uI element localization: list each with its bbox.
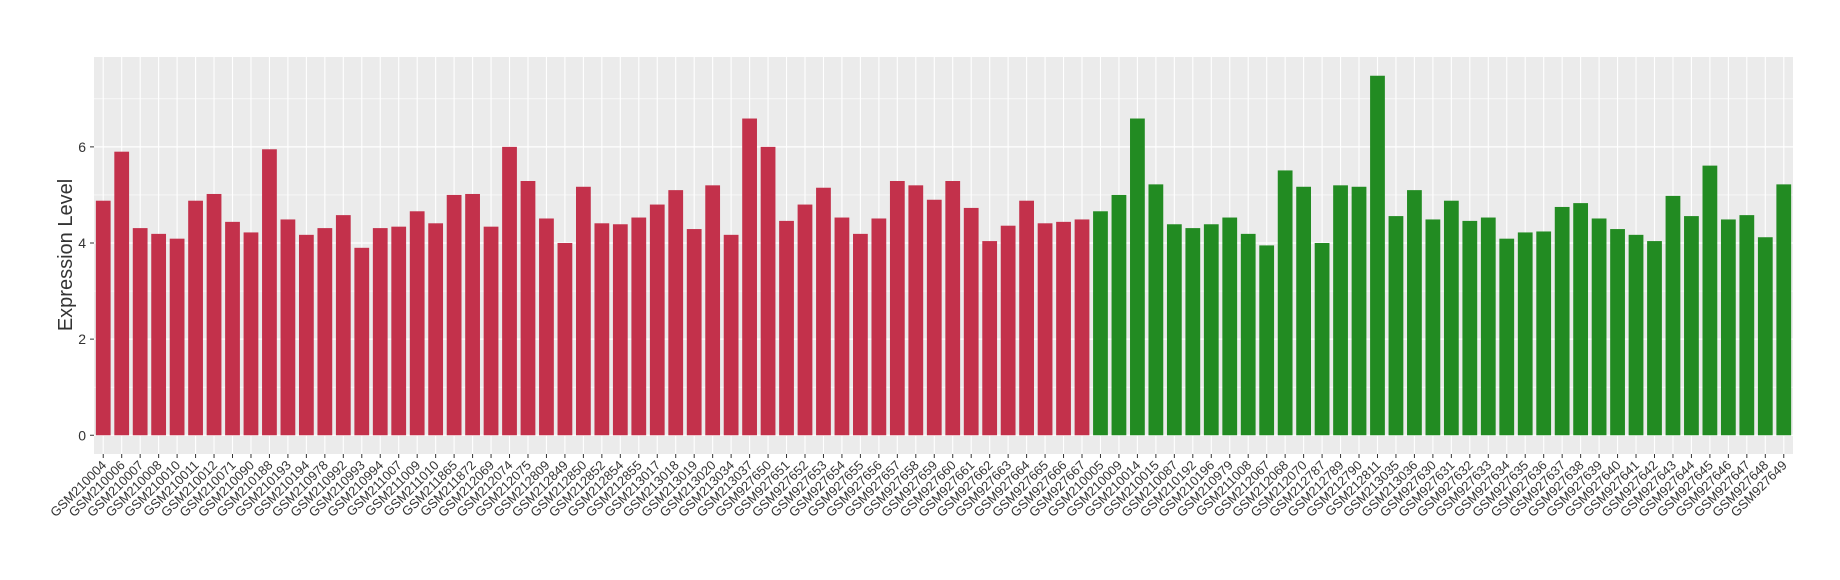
bar xyxy=(1333,185,1348,436)
bar xyxy=(372,228,388,436)
y-axis-label: Expression Level xyxy=(55,179,77,331)
bar xyxy=(1277,170,1293,436)
bar xyxy=(1702,165,1718,436)
bar xyxy=(1130,118,1145,436)
bar xyxy=(742,118,757,436)
bar xyxy=(1000,225,1016,436)
bar xyxy=(1757,237,1773,436)
bar xyxy=(502,146,517,436)
bar xyxy=(1573,203,1589,436)
bar xyxy=(391,226,407,436)
bar xyxy=(834,217,850,436)
bar xyxy=(1019,200,1034,436)
bar xyxy=(649,204,665,436)
bar xyxy=(1111,194,1127,436)
bar xyxy=(705,185,721,436)
y-tick-label: 2 xyxy=(78,331,86,347)
bar xyxy=(1203,224,1219,436)
bar xyxy=(151,233,167,436)
bar xyxy=(539,218,554,436)
bar xyxy=(760,146,776,436)
bar xyxy=(1314,243,1330,436)
y-tick-label: 4 xyxy=(78,235,86,251)
bar xyxy=(982,241,998,436)
bar xyxy=(853,233,868,436)
bar xyxy=(1074,219,1090,436)
bar xyxy=(1462,220,1478,436)
bar xyxy=(169,238,185,436)
bar xyxy=(1240,233,1256,436)
bar xyxy=(1776,184,1792,436)
bar xyxy=(575,186,591,436)
bar xyxy=(908,185,924,436)
bar xyxy=(926,199,942,436)
bar xyxy=(779,220,794,436)
bar xyxy=(1370,75,1385,436)
bar xyxy=(1093,211,1108,436)
bar xyxy=(225,221,240,436)
bar xyxy=(963,207,979,436)
bar xyxy=(1296,186,1312,436)
bar xyxy=(1443,200,1459,436)
y-tick-label: 6 xyxy=(78,139,86,155)
bar xyxy=(1037,223,1053,436)
y-tick-label: 0 xyxy=(78,427,86,443)
bar xyxy=(1407,190,1422,436)
bar xyxy=(520,181,536,436)
bar xyxy=(816,187,831,436)
bar xyxy=(335,215,351,436)
bar xyxy=(557,243,573,436)
bar xyxy=(243,232,259,436)
bar xyxy=(1351,186,1367,436)
bar xyxy=(1610,229,1625,436)
bar xyxy=(871,218,887,436)
bar xyxy=(1166,224,1182,436)
bar xyxy=(1591,218,1607,436)
bar xyxy=(797,204,813,436)
bar xyxy=(686,229,702,436)
bar xyxy=(889,181,905,436)
bar xyxy=(206,193,222,436)
bar xyxy=(1259,245,1275,436)
bar xyxy=(483,226,499,436)
bar xyxy=(594,223,610,436)
bar xyxy=(1720,219,1736,436)
bar xyxy=(1647,241,1662,436)
bar xyxy=(1536,231,1552,436)
bar xyxy=(1554,206,1570,436)
bar xyxy=(668,190,684,436)
bar xyxy=(945,181,961,436)
bar xyxy=(262,149,277,436)
bar xyxy=(1628,234,1644,436)
bar xyxy=(409,211,425,436)
bar xyxy=(280,219,296,436)
bar xyxy=(1517,232,1533,436)
bar xyxy=(298,234,314,436)
bar xyxy=(1480,217,1496,436)
bar xyxy=(1388,216,1404,436)
bar xyxy=(95,200,111,436)
bar xyxy=(465,193,480,436)
bar xyxy=(723,234,739,436)
bar xyxy=(1185,228,1201,436)
bar xyxy=(354,247,370,436)
bar xyxy=(1056,221,1071,436)
bar xyxy=(1148,184,1164,436)
bar xyxy=(1665,195,1681,436)
bar xyxy=(317,228,333,436)
bar xyxy=(446,194,462,436)
bar xyxy=(612,224,628,436)
bar xyxy=(1684,216,1699,436)
bar xyxy=(1739,215,1755,436)
bar xyxy=(1425,219,1441,436)
bar xyxy=(132,228,148,436)
bar xyxy=(188,200,203,436)
bar xyxy=(428,223,444,436)
bar xyxy=(631,217,647,436)
bar xyxy=(114,151,130,436)
bar xyxy=(1499,238,1515,436)
bar xyxy=(1222,217,1238,436)
